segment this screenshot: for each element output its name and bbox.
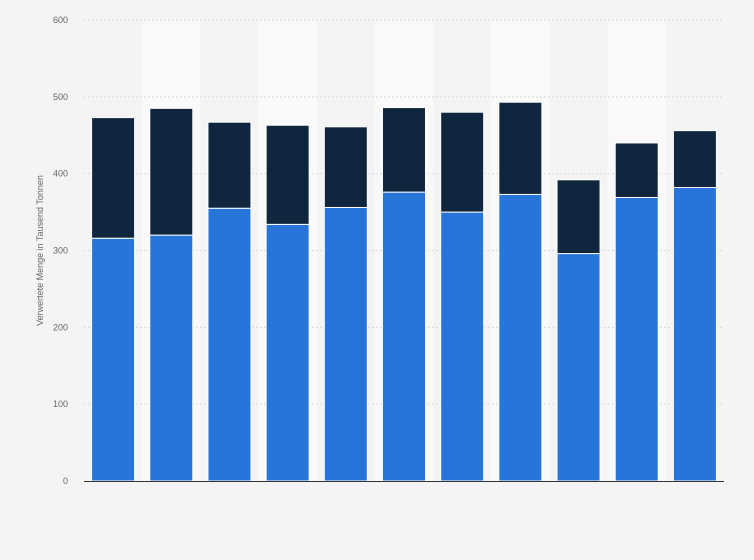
bar-segment-series-1[interactable]: [91, 237, 136, 482]
bar-segment-series-2[interactable]: [207, 121, 252, 209]
bar-segment-series-2[interactable]: [382, 107, 426, 193]
y-tick-label: 100: [53, 399, 68, 409]
bar-segment-series-2[interactable]: [614, 142, 659, 198]
bar-segment-series-2[interactable]: [149, 107, 194, 236]
bar-segment-series-2[interactable]: [440, 111, 485, 213]
y-tick-label: 500: [53, 92, 68, 102]
bar-segment-series-2[interactable]: [323, 126, 368, 208]
bar-segment-series-1[interactable]: [614, 196, 659, 482]
bar-segment-series-2[interactable]: [498, 101, 543, 195]
y-axis-title: Verwertete Menge in Tausend Tonnen: [35, 175, 45, 326]
bar-segment-series-1[interactable]: [672, 187, 717, 482]
bar-series: [91, 101, 717, 482]
y-tick-label: 200: [53, 322, 68, 332]
bar-segment-series-1[interactable]: [382, 191, 426, 482]
y-tick-label: 0: [63, 476, 68, 486]
bar-segment-series-2[interactable]: [91, 117, 136, 239]
bar-segment-series-2[interactable]: [265, 124, 310, 225]
bar-segment-series-1[interactable]: [207, 207, 252, 482]
bar-segment-series-1[interactable]: [440, 211, 485, 482]
y-tick-label: 300: [53, 246, 68, 256]
bar-segment-series-1[interactable]: [323, 206, 368, 482]
y-tick-label: 600: [53, 15, 68, 25]
bar-segment-series-2[interactable]: [672, 130, 717, 188]
bar-segment-series-1[interactable]: [149, 234, 194, 482]
bar-segment-series-2[interactable]: [556, 179, 601, 255]
bar-segment-series-1[interactable]: [498, 193, 543, 482]
y-tick-label: 400: [53, 169, 68, 179]
bar-segment-series-1[interactable]: [556, 253, 601, 482]
bar-segment-series-1[interactable]: [265, 223, 310, 482]
y-axis-tick-labels: 0 100 200 300 400 500 600: [53, 15, 68, 486]
